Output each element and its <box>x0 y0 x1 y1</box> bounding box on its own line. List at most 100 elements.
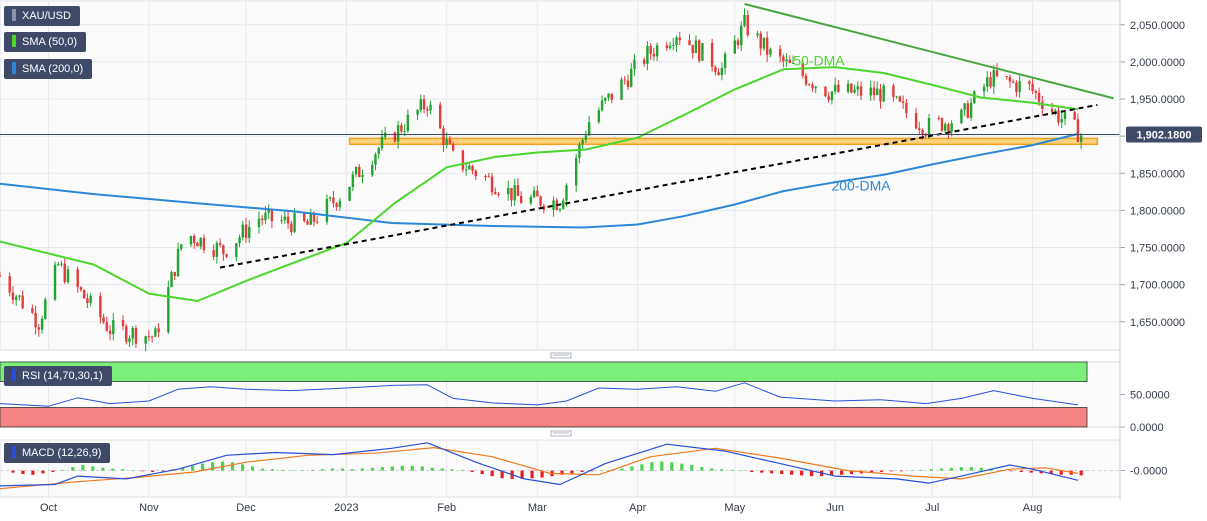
macd-histogram-bar <box>211 462 215 471</box>
macd-histogram-bar <box>380 467 384 471</box>
macd-legend[interactable]: MACD (12,26,9) <box>4 443 111 463</box>
y-tick-label: 1,850.0000 <box>1130 168 1185 180</box>
macd-histogram-bar <box>111 468 115 471</box>
candle-body <box>876 88 879 96</box>
candle-body <box>736 40 740 46</box>
candle-body <box>193 236 196 243</box>
candle-body <box>675 37 678 45</box>
candle-body <box>1057 110 1060 123</box>
macd-histogram-bar <box>340 468 344 471</box>
macd-histogram-bar <box>270 469 275 471</box>
candle-body <box>37 327 41 330</box>
macd-histogram-bar <box>1029 470 1033 473</box>
candle-body <box>66 269 70 283</box>
candle-body <box>827 96 830 101</box>
last-price-tag <box>1126 126 1202 143</box>
candle-body <box>532 190 536 198</box>
candle-body <box>157 328 160 333</box>
macd-histogram-bar <box>979 467 983 471</box>
macd-histogram-bar <box>41 470 45 474</box>
symbol-label[interactable]: XAU/USD <box>4 6 80 26</box>
candle-body <box>1060 118 1063 123</box>
candle-body <box>859 86 863 96</box>
candle-body <box>0 275 2 277</box>
candle-body <box>892 85 895 97</box>
candle-body <box>419 99 423 111</box>
candle-body <box>445 139 448 145</box>
candle-body <box>53 264 57 300</box>
candle-body <box>31 308 34 313</box>
candle-body <box>507 187 510 195</box>
candle-body <box>811 84 814 89</box>
candle-body <box>581 139 584 145</box>
price-panel-background <box>0 0 1121 351</box>
candle-body <box>267 209 270 213</box>
macd-histogram-bar <box>600 470 604 472</box>
candle-body <box>202 237 206 251</box>
rsi-legend[interactable]: RSI (14,70,30,1) <box>4 366 112 386</box>
macd-histogram-bar <box>650 462 654 471</box>
candle-body <box>1018 81 1021 93</box>
candle-body <box>257 218 261 227</box>
candle-body <box>176 248 180 277</box>
candle-body <box>668 45 672 49</box>
macd-histogram-bar <box>330 468 335 471</box>
sma200-legend-text: SMA (200,0) <box>22 63 84 75</box>
candle-body <box>969 102 973 118</box>
candle-body <box>697 40 701 61</box>
macd-histogram-bar <box>320 469 325 471</box>
candle-body <box>921 129 924 136</box>
macd-histogram-bar <box>131 470 135 472</box>
panel-splitter-handle-0 <box>550 352 572 359</box>
macd-histogram-bar <box>101 467 105 471</box>
y-tick-label: 1,700.0000 <box>1130 280 1185 292</box>
candle-body <box>1011 81 1015 83</box>
candle-body <box>529 197 533 204</box>
macd-histogram-bar <box>240 464 245 471</box>
candle-body <box>11 292 15 300</box>
sma50-legend[interactable]: SMA (50,0) <box>4 32 87 52</box>
macd-histogram-bar <box>899 470 904 472</box>
candle-body <box>14 296 18 300</box>
candle-body <box>429 104 432 111</box>
candle-body <box>652 53 656 57</box>
macd-histogram-bar <box>640 464 644 471</box>
candle-body <box>882 85 885 102</box>
sma200-legend[interactable]: SMA (200,0) <box>4 59 93 79</box>
candle-body <box>678 37 681 41</box>
candle-body <box>879 88 882 102</box>
macd-histogram-bar <box>969 467 973 471</box>
candle-body <box>604 97 607 101</box>
candle-body <box>1015 82 1018 93</box>
candle-body <box>710 43 714 68</box>
candle-body <box>406 114 410 131</box>
candle-body <box>439 104 442 129</box>
candle-body <box>947 124 950 132</box>
candle-body <box>665 45 669 49</box>
candle-body <box>927 118 931 136</box>
candle-body <box>487 176 490 178</box>
candle-body <box>484 176 487 178</box>
candle-body <box>536 190 539 197</box>
candle-body <box>134 327 138 344</box>
macd-histogram-bar <box>540 470 544 478</box>
candle-body <box>895 96 898 98</box>
candle-body <box>180 244 183 249</box>
candle-body <box>788 59 792 63</box>
candle-body <box>309 212 312 225</box>
candle-body <box>260 218 264 221</box>
macd-histogram-bar <box>430 467 434 471</box>
rsi-line <box>0 382 1078 407</box>
macd-histogram-bar <box>1009 470 1013 472</box>
macd-histogram-bar <box>280 469 285 471</box>
candle-body <box>759 33 762 49</box>
macd-histogram-bar <box>161 470 165 472</box>
candle-body <box>400 125 403 132</box>
macd-histogram-bar <box>869 470 874 473</box>
macd-histogram-bar <box>829 470 834 476</box>
candle-body <box>121 320 125 327</box>
candle-body <box>380 136 384 149</box>
candle-body <box>646 46 649 64</box>
sma200-annotation: 200-DMA <box>831 177 891 193</box>
macd-histogram-bar <box>949 467 953 471</box>
